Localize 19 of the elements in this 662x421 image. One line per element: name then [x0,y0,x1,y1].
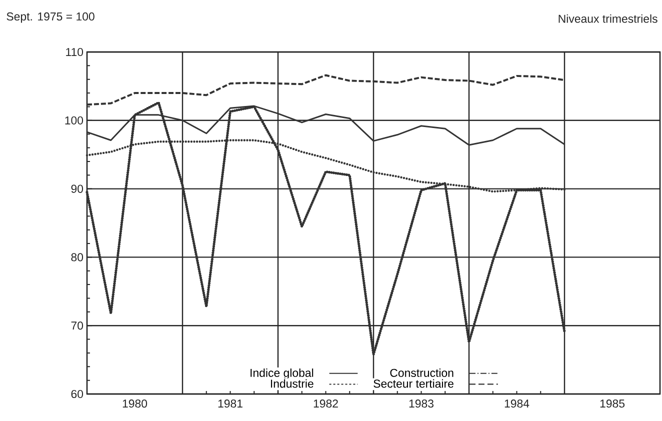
legend-label: Secteur tertiaire [374,379,454,388]
y-axis-title: Sept. 1975 = 100 [6,12,94,23]
y-tick-label: 60 [71,390,84,398]
legend-label: Construction [390,368,454,377]
x-tick-label: 1981 [218,400,242,408]
x-tick-label: 1984 [504,400,530,408]
y-tick-label: 100 [65,116,84,124]
x-tick-label: 1982 [314,400,338,408]
legend-label: Industrie [270,379,314,388]
y-tick-label: 80 [71,253,84,262]
x-tick-label: 1985 [600,400,625,408]
y-tick-label: 90 [71,184,84,193]
x-tick-label: 1983 [409,400,434,408]
line-series [86,101,566,356]
y-tick-label: 70 [71,322,84,330]
text: Niveaux trimestriels [558,14,658,23]
x-tick-label: 1980 [122,400,148,408]
legend-label: Indice global [250,368,314,380]
y-tick-label: 110 [66,48,84,56]
